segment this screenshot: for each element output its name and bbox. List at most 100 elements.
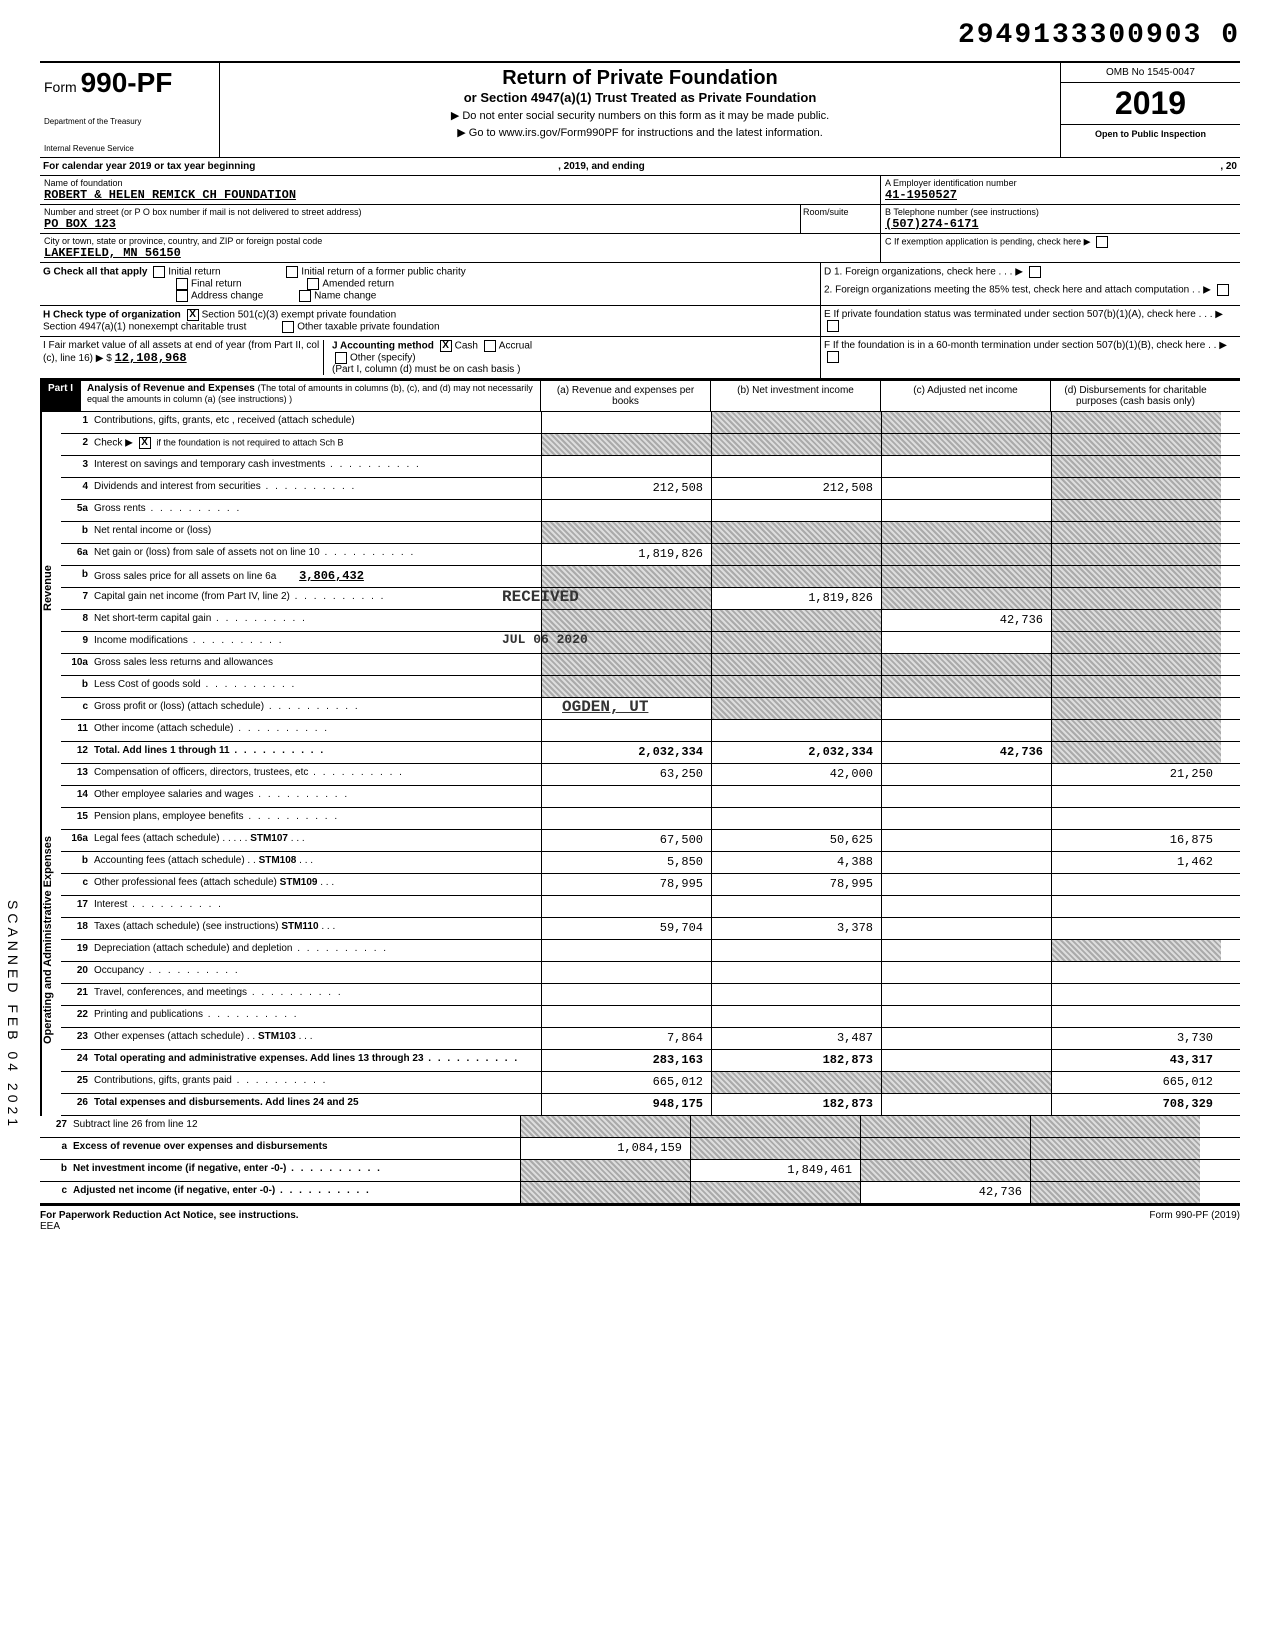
line-17: Interest [91,896,541,917]
cb-cash[interactable]: X [440,340,452,352]
ein-value: 41-1950527 [885,188,1236,202]
d2-label: 2. Foreign organizations meeting the 85%… [824,285,1189,296]
line-5a: Gross rents [91,500,541,521]
instruction-url: ▶ Go to www.irs.gov/Form990PF for instru… [228,126,1052,139]
ein-label: A Employer identification number [885,178,1236,188]
cb-address-change[interactable] [176,290,188,302]
line-20: Occupancy [91,962,541,983]
line-18: Taxes (attach schedule) (see instruction… [91,918,541,939]
form-header: Form 990-PF Department of the Treasury I… [40,61,1240,158]
city-value: LAKEFIELD, MN 56150 [44,246,876,260]
cb-final-return[interactable] [176,278,188,290]
j-note: (Part I, column (d) must be on cash basi… [332,364,520,375]
c-exemption-label: C If exemption application is pending, c… [885,236,1081,246]
room-suite-label: Room/suite [800,205,880,233]
date-stamp: JUL 06 2020 [502,632,588,647]
line-16b: Accounting fees (attach schedule) . . ST… [91,852,541,873]
line-10b: Less Cost of goods sold [91,676,541,697]
cb-initial-public[interactable] [286,266,298,278]
line-12: Total. Add lines 1 through 11 [91,742,541,763]
line-2: Check ▶ X if the foundation is not requi… [91,434,541,455]
instruction-ssn: ▶ Do not enter social security numbers o… [228,109,1052,122]
cb-name-change[interactable] [299,290,311,302]
received-stamp: RECEIVED [502,588,579,606]
expenses-side-label: Operating and Administrative Expenses [41,764,61,1116]
c-checkbox[interactable] [1096,236,1108,248]
city-label: City or town, state or province, country… [44,236,876,246]
ogden-stamp: OGDEN, UT [562,698,648,716]
calendar-year-row: For calendar year 2019 or tax year begin… [40,158,1240,176]
cb-h3[interactable] [282,321,294,333]
line-16a: Legal fees (attach schedule) . . . . . S… [91,830,541,851]
tax-year: 2019 [1061,83,1240,125]
j-label: J Accounting method [332,341,434,352]
line-16c: Other professional fees (attach schedule… [91,874,541,895]
g-label: G Check all that apply [43,267,147,278]
line-26: Total expenses and disbursements. Add li… [91,1094,541,1115]
dept-irs: Internal Revenue Service [44,144,215,153]
cb-h1[interactable]: X [187,309,199,321]
cb-f[interactable] [827,351,839,363]
cb-e[interactable] [827,320,839,332]
line-24: Total operating and administrative expen… [91,1050,541,1071]
cb-amended[interactable] [307,278,319,290]
line-27: Subtract line 26 from line 12 [70,1116,520,1137]
f-label: F If the foundation is in a 60-month ter… [824,340,1205,351]
line-25: Contributions, gifts, grants paid [91,1072,541,1093]
line-5b: Net rental income or (loss) [91,522,541,543]
scanned-side-text: SCANNED FEB 04 2021 [5,900,21,1130]
phone-value: (507)274-6171 [885,217,1236,231]
part1-title: Analysis of Revenue and Expenses [87,383,255,394]
line-6b: Gross sales price for all assets on line… [91,566,541,587]
dept-treasury: Department of the Treasury [44,117,215,126]
document-number: 2949133300903 0 [40,20,1240,51]
e-label: E If private foundation status was termi… [824,309,1196,320]
cb-accrual[interactable] [484,340,496,352]
line-8: Net short-term capital gain [91,610,541,631]
footer-eea: EEA [40,1221,1240,1232]
line-9: Income modifications [91,632,541,653]
form-title: Return of Private Foundation [228,67,1052,90]
line-10a: Gross sales less returns and allowances [91,654,541,675]
address-label: Number and street (or P O box number if … [44,207,796,217]
address-value: PO BOX 123 [44,217,796,231]
line-27b: Net investment income (if negative, ente… [70,1160,520,1181]
line-3: Interest on savings and temporary cash i… [91,456,541,477]
line-11: Other income (attach schedule) [91,720,541,741]
line-27c: Adjusted net income (if negative, enter … [70,1182,520,1203]
cb-d1[interactable] [1029,266,1041,278]
i-value: 12,108,968 [115,351,187,365]
d1-label: D 1. Foreign organizations, check here [824,267,996,278]
part1-label: Part I [40,381,81,411]
line-6a: Net gain or (loss) from sale of assets n… [91,544,541,565]
footer-notice: For Paperwork Reduction Act Notice, see … [40,1210,299,1221]
footer-form-ref: Form 990-PF (2019) [1149,1210,1240,1221]
line-27a: Excess of revenue over expenses and disb… [70,1138,520,1159]
line-22: Printing and publications [91,1006,541,1027]
cb-initial-return[interactable] [153,266,165,278]
cb-other-method[interactable] [335,352,347,364]
line-19: Depreciation (attach schedule) and deple… [91,940,541,961]
h-label: H Check type of organization [43,310,181,321]
revenue-side-label: Revenue [41,412,61,764]
cb-sch-b[interactable]: X [139,437,151,449]
form-subtitle: or Section 4947(a)(1) Trust Treated as P… [228,90,1052,105]
phone-label: B Telephone number (see instructions) [885,207,1236,217]
col-c-header: (c) Adjusted net income [880,381,1050,411]
line-10c: Gross profit or (loss) (attach schedule) [91,698,541,719]
line-13: Compensation of officers, directors, tru… [91,764,541,785]
name-label: Name of foundation [44,178,876,188]
form-number-label: Form 990-PF [44,67,215,99]
line-21: Travel, conferences, and meetings [91,984,541,1005]
omb-number: OMB No 1545-0047 [1061,63,1240,83]
line-7: Capital gain net income (from Part IV, l… [91,588,541,609]
line-23: Other expenses (attach schedule) . . STM… [91,1028,541,1049]
line-1: Contributions, gifts, grants, etc , rece… [91,412,541,433]
line-15: Pension plans, employee benefits [91,808,541,829]
line-4: Dividends and interest from securities [91,478,541,499]
col-a-header: (a) Revenue and expenses per books [540,381,710,411]
line-14: Other employee salaries and wages [91,786,541,807]
public-inspection: Open to Public Inspection [1061,125,1240,143]
cb-d2[interactable] [1217,284,1229,296]
col-d-header: (d) Disbursements for charitable purpose… [1050,381,1220,411]
